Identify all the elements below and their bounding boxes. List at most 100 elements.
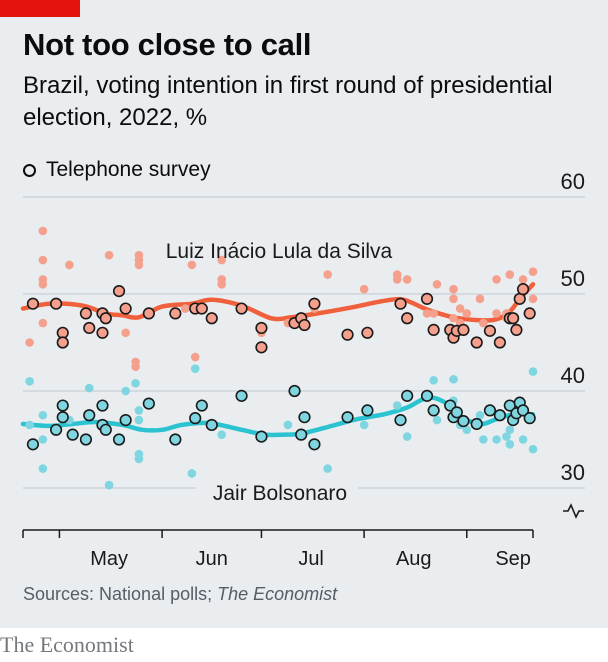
other-poll-point <box>449 313 458 323</box>
telephone-poll-point <box>56 336 69 349</box>
other-poll-point <box>187 469 197 478</box>
telephone-poll-point <box>142 307 155 320</box>
y-tick-label: 50 <box>561 266 585 291</box>
telephone-poll-point <box>288 384 301 398</box>
telephone-poll-point <box>96 399 109 412</box>
other-poll-point <box>505 425 515 435</box>
other-poll-point <box>392 401 402 410</box>
legend: Telephone survey <box>23 158 211 182</box>
other-poll-point <box>462 309 472 318</box>
telephone-poll-point <box>235 302 248 315</box>
telephone-poll-point <box>255 430 268 443</box>
telephone-poll-point <box>394 297 407 310</box>
telephone-poll-point <box>295 428 308 441</box>
telephone-poll-point <box>26 438 40 451</box>
other-poll-point <box>131 378 140 388</box>
telephone-poll-point <box>205 418 218 432</box>
x-tick-label: Sep <box>495 548 531 570</box>
chart-subtitle: Brazil, voting intention in first round … <box>23 72 553 131</box>
other-poll-point <box>134 454 144 464</box>
telephone-poll-point <box>450 406 463 419</box>
y-tick-label: 30 <box>561 460 585 485</box>
other-poll-point <box>121 386 130 396</box>
axis-break-icon <box>563 503 584 519</box>
other-poll-point <box>25 338 34 347</box>
telephone-poll-point <box>427 323 440 336</box>
source-note: Sources: National polls; The Economist <box>23 584 337 605</box>
other-poll-point <box>359 284 369 294</box>
other-poll-point <box>505 270 515 279</box>
telephone-poll-point <box>341 411 354 424</box>
other-poll-point <box>449 294 458 304</box>
other-poll-point <box>25 377 34 386</box>
telephone-poll-point <box>516 404 530 417</box>
other-poll-point <box>38 226 48 236</box>
telephone-poll-point <box>493 409 506 422</box>
other-poll-point <box>502 432 511 441</box>
other-poll-point <box>323 270 332 279</box>
other-poll-point <box>475 294 485 304</box>
telephone-poll-point <box>112 433 126 446</box>
other-poll-point <box>422 309 432 318</box>
telephone-poll-point <box>50 297 63 310</box>
other-poll-point <box>187 260 197 270</box>
telephone-poll-point <box>298 318 311 332</box>
other-poll-point <box>217 255 227 265</box>
other-poll-point <box>190 364 200 373</box>
other-poll-point <box>121 328 130 338</box>
x-tick-label: May <box>90 548 128 570</box>
telephone-poll-point <box>195 302 208 315</box>
other-poll-point <box>455 304 465 313</box>
other-poll-point <box>432 280 442 289</box>
source-prefix: Sources: National polls; <box>23 584 218 604</box>
telephone-poll-point <box>205 312 218 325</box>
telephone-poll-point <box>50 423 63 436</box>
telephone-poll-point <box>457 414 470 428</box>
telephone-poll-point <box>56 411 69 424</box>
other-poll-point <box>528 444 538 454</box>
telephone-poll-point <box>112 284 126 298</box>
telephone-poll-point <box>516 283 530 296</box>
telephone-poll-point <box>79 307 93 320</box>
y-tick-label: 60 <box>561 169 585 194</box>
telephone-poll-point <box>298 411 311 424</box>
other-poll-point <box>505 440 515 449</box>
other-poll-point <box>65 260 74 270</box>
telephone-poll-point <box>99 423 112 436</box>
telephone-poll-point <box>235 389 248 402</box>
x-tick-label: Jul <box>298 548 324 570</box>
telephone-poll-point <box>96 326 109 339</box>
other-poll-point <box>359 420 369 430</box>
other-poll-point <box>180 304 190 313</box>
other-poll-point <box>38 255 48 265</box>
telephone-poll-point <box>457 323 470 336</box>
y-tick-label: 40 <box>561 363 585 388</box>
legend-label: Telephone survey <box>46 158 211 181</box>
telephone-poll-point <box>169 307 182 320</box>
other-poll-point <box>217 430 227 439</box>
other-poll-point <box>528 294 538 304</box>
other-poll-point <box>429 376 438 385</box>
telephone-poll-point <box>493 336 506 349</box>
other-poll-point <box>38 464 48 473</box>
other-poll-point <box>104 250 114 260</box>
other-poll-point <box>432 415 442 425</box>
telephone-poll-point <box>119 302 132 315</box>
telephone-poll-point <box>470 336 483 349</box>
other-poll-point <box>131 362 140 372</box>
other-poll-point <box>449 375 458 384</box>
other-poll-point <box>25 420 34 430</box>
telephone-poll-point <box>308 297 321 310</box>
telephone-poll-point <box>26 297 40 310</box>
x-tick-label: Aug <box>396 548 432 570</box>
other-poll-point <box>528 367 538 376</box>
telephone-poll-point <box>255 341 268 354</box>
telephone-poll-point <box>523 412 536 425</box>
telephone-poll-point <box>99 312 112 325</box>
telephone-poll-point <box>255 321 268 335</box>
other-poll-point <box>323 464 332 473</box>
other-poll-point <box>134 406 144 415</box>
series-label: Jair Bolsonaro <box>213 482 347 505</box>
telephone-poll-point <box>483 324 497 337</box>
